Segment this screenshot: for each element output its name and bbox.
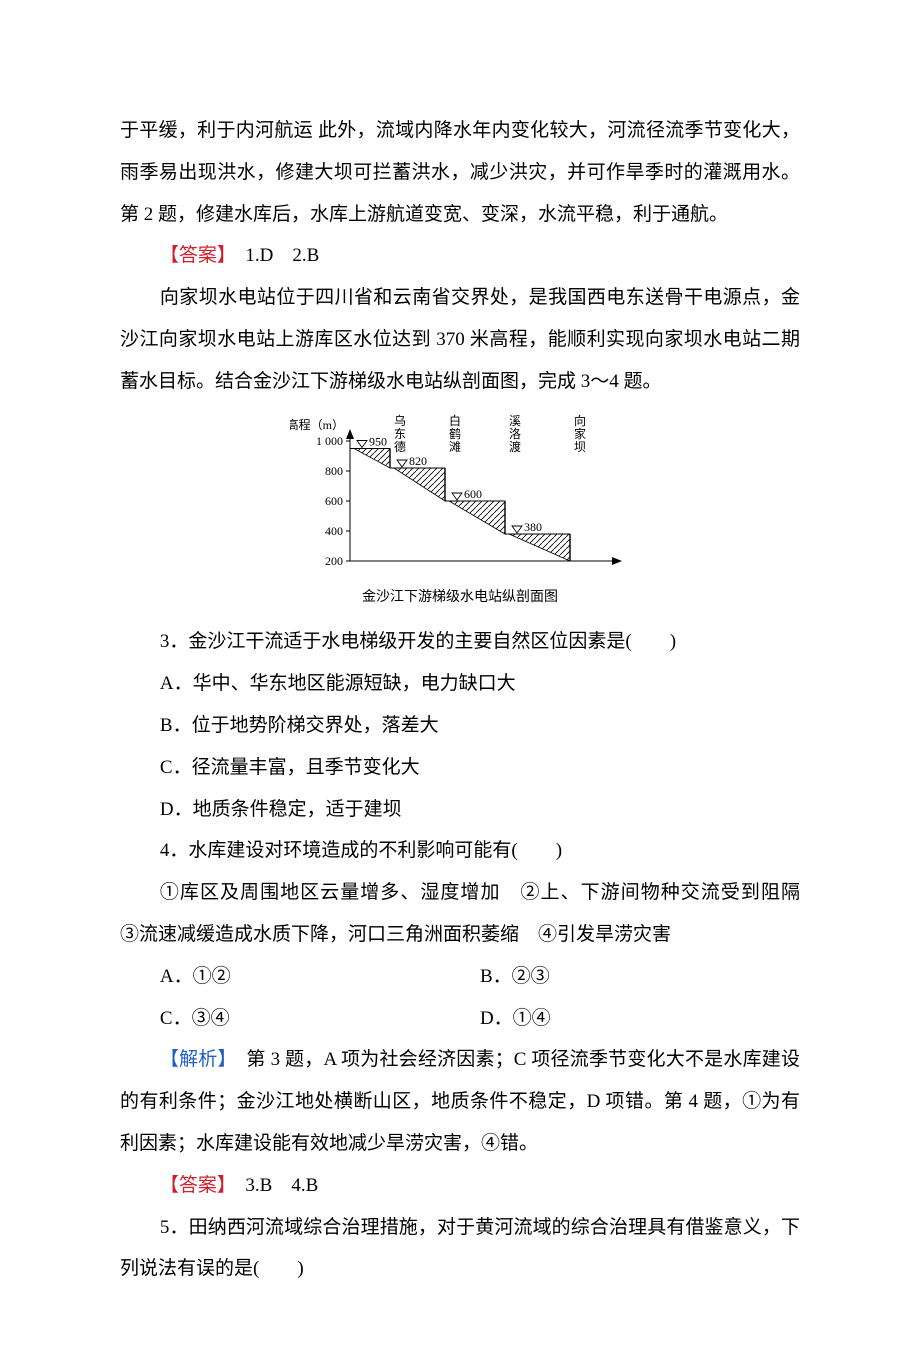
svg-text:东: 东 <box>394 427 406 441</box>
svg-text:800: 800 <box>325 464 343 478</box>
svg-text:德: 德 <box>394 439 406 454</box>
question-5-stem: 5．田纳西河流域综合治理措施，对于黄河流域的综合治理具有借鉴意义，下列说法有误的… <box>120 1207 800 1291</box>
context-paragraph: 向家坝水电站位于四川省和云南省交界处，是我国西电东送骨干电源点，金沙江向家坝水电… <box>120 277 800 402</box>
svg-text:坝: 坝 <box>574 440 586 454</box>
question-3-choice-c: C．径流量丰富，且季节变化大 <box>120 747 800 789</box>
svg-text:滩: 滩 <box>449 440 461 454</box>
svg-text:溪: 溪 <box>509 414 521 428</box>
answer-label-2: 【答案】 <box>160 1175 227 1196</box>
profile-figure: 200 400 600 800 1 000 高程（m） 950 乌东德820 白鹤滩 600 溪洛渡… <box>120 411 800 614</box>
analysis-block: 【解析】 第 3 题，A 项为社会经济因素；C 项径流季节变化大不是水库建设的有… <box>120 1039 800 1164</box>
question-4-choice-c: C．③④ <box>160 998 480 1040</box>
answer-block-1: 【答案】 1.D 2.B <box>120 235 800 277</box>
continuation-paragraph: 于平缓，利于内河航运 此外，流域内降水年内变化较大，河流径流季节变化大，雨季易出… <box>120 110 800 235</box>
svg-text:高程（m）: 高程（m） <box>290 417 344 432</box>
svg-text:950: 950 <box>369 434 387 448</box>
question-3-choice-a: A．华中、华东地区能源短缺，电力缺口大 <box>120 663 800 705</box>
svg-text:洛: 洛 <box>509 426 521 441</box>
question-4-choice-d: D．①④ <box>480 998 800 1040</box>
answer-text-2: 3.B 4.B <box>226 1175 318 1196</box>
question-4-row1: A．①② B．②③ <box>120 956 800 998</box>
svg-text:乌: 乌 <box>394 413 406 428</box>
svg-text:1 000: 1 000 <box>316 434 343 448</box>
svg-text:渡: 渡 <box>509 439 521 454</box>
answer-block-2: 【答案】 3.B 4.B <box>120 1165 800 1207</box>
analysis-label: 【解析】 <box>160 1049 227 1070</box>
answer-text: 1.D 2.B <box>226 245 319 266</box>
question-4-choice-a: A．①② <box>160 956 480 998</box>
question-3-choice-d: D．地质条件稳定，适于建坝 <box>120 789 800 831</box>
svg-text:600: 600 <box>325 494 343 508</box>
profile-chart: 200 400 600 800 1 000 高程（m） 950 乌东德820 白鹤滩 600 溪洛渡… <box>290 411 630 581</box>
svg-text:白: 白 <box>449 413 461 428</box>
svg-text:鹤: 鹤 <box>449 426 461 441</box>
svg-text:家: 家 <box>574 426 586 441</box>
svg-text:200: 200 <box>325 554 343 568</box>
figure-caption: 金沙江下游梯级水电站纵剖面图 <box>362 583 558 614</box>
question-3-choice-b: B．位于地势阶梯交界处，落差大 <box>120 705 800 747</box>
answer-label: 【答案】 <box>160 245 227 266</box>
question-4-stem: 4．水库建设对环境造成的不利影响可能有( ) <box>120 830 800 872</box>
question-4-row2: C．③④ D．①④ <box>120 998 800 1040</box>
svg-text:400: 400 <box>325 524 343 538</box>
svg-text:820: 820 <box>409 454 427 468</box>
question-4-choice-b: B．②③ <box>480 956 800 998</box>
svg-text:380: 380 <box>524 520 542 534</box>
question-4-items: ①库区及周围地区云量增多、湿度增加 ②上、下游间物种交流受到阻隔 ③流速减缓造成… <box>120 872 800 956</box>
document-page: 于平缓，利于内河航运 此外，流域内降水年内变化较大，河流径流季节变化大，雨季易出… <box>0 0 920 1350</box>
svg-text:600: 600 <box>464 487 482 501</box>
svg-text:向: 向 <box>574 413 586 428</box>
question-3-stem: 3．金沙江干流适于水电梯级开发的主要自然区位因素是( ) <box>120 621 800 663</box>
